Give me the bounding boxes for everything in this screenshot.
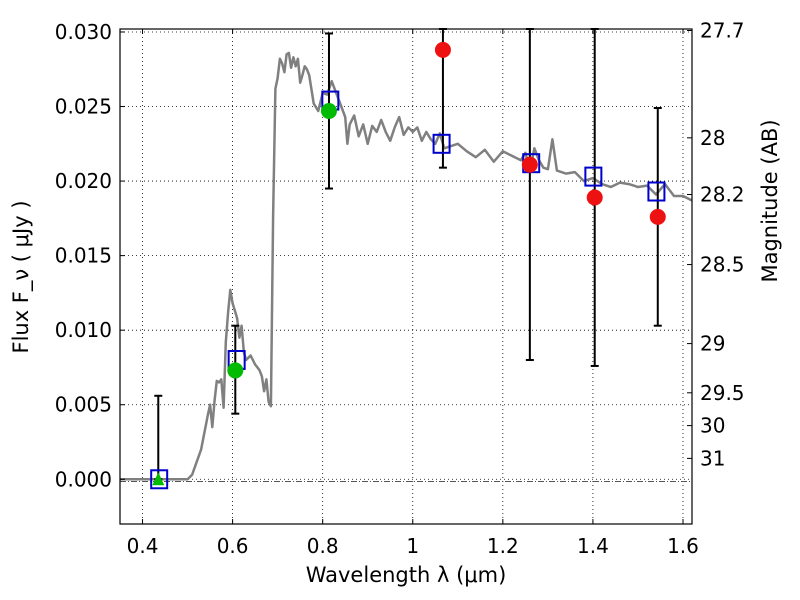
x-axis-label: Wavelength λ (μm) [306, 563, 507, 587]
y-tick-label: 0.010 [55, 318, 112, 342]
detection-point [320, 103, 337, 120]
right-tick-label: 28 [700, 126, 725, 150]
right-axis-label: Magnitude (AB) [758, 119, 782, 282]
model-square [647, 181, 666, 202]
ticks: 0.4 0.6 0.8 1 1.2 1.4 1.6 0.000 0.005 0.010 0.015 0… [55, 18, 745, 558]
right-tick-label: 27.7 [700, 18, 745, 42]
red-point [521, 156, 538, 173]
model-square [432, 133, 451, 154]
model-square [150, 469, 169, 490]
x-tick-label: 1.4 [577, 534, 609, 558]
right-tick-label: 28.2 [700, 182, 745, 206]
x-tick-label: 0.8 [307, 534, 339, 558]
plot-area [120, 51, 692, 481]
right-tick-label: 28.5 [700, 253, 745, 277]
y-tick-label: 0.005 [55, 393, 112, 417]
x-tick-label: 1.2 [487, 534, 519, 558]
grid [120, 29, 692, 524]
red-point [434, 41, 451, 58]
model-square [584, 166, 603, 187]
y-axis-label: Flux F_ν ( μJy ) [9, 200, 34, 353]
right-tick-label: 29 [700, 332, 725, 356]
x-tick-label: 0.6 [217, 534, 249, 558]
red-point [649, 208, 666, 225]
spectrum-line [120, 51, 692, 481]
red-point [586, 189, 603, 206]
right-tick-label: 30 [700, 414, 725, 438]
y-tick-label: 0.030 [55, 20, 112, 44]
upper-limit-triangle [152, 472, 165, 486]
right-tick-label: 31 [700, 446, 725, 470]
y-tick-label: 0.025 [55, 95, 112, 119]
x-tick-label: 1 [406, 534, 419, 558]
plot-frame [119, 28, 693, 525]
y-tick-label: 0.000 [55, 467, 112, 491]
detection-point [227, 362, 244, 379]
right-tick-label: 29.5 [700, 381, 745, 405]
x-tick-label: 1.6 [667, 534, 699, 558]
markers [150, 28, 666, 490]
y-tick-label: 0.020 [55, 169, 112, 193]
y-tick-label: 0.015 [55, 244, 112, 268]
x-tick-label: 0.4 [127, 534, 159, 558]
